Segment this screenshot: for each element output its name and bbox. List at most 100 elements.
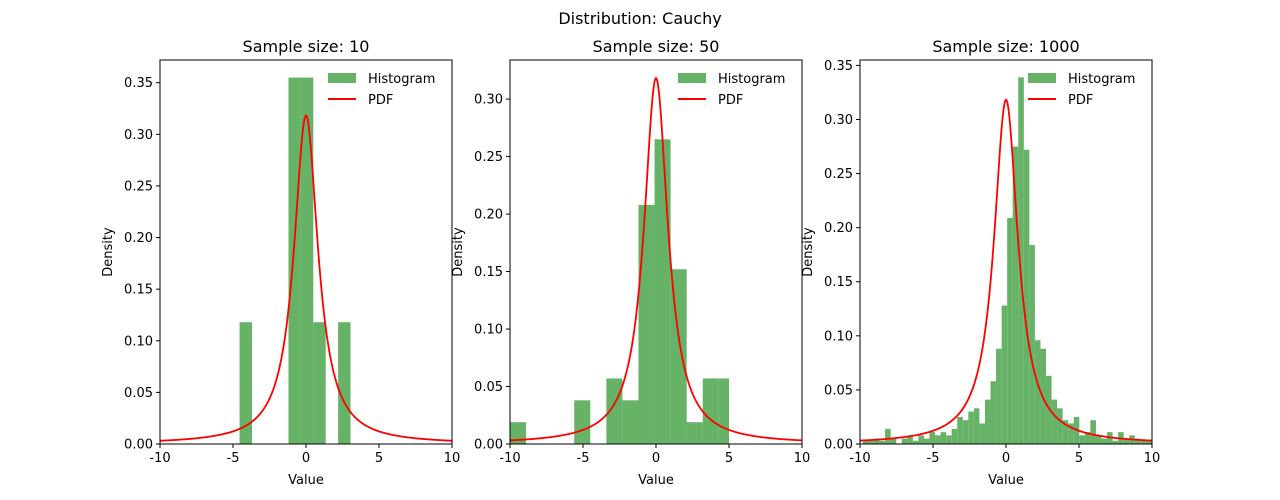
legend: Histogram PDF (1028, 72, 1135, 108)
y-axis-label: Density (101, 227, 116, 277)
legend: Histogram PDF (328, 72, 435, 108)
histogram-bar (510, 422, 527, 444)
histogram-bar (1134, 438, 1141, 444)
histogram-bar (973, 408, 980, 444)
histogram-bar (918, 435, 924, 444)
figure-title: Distribution: Cauchy (558, 9, 721, 28)
y-tick-label: 0.10 (474, 323, 503, 338)
histogram-bar (968, 411, 974, 444)
subplot-1: -10 -5 0 5 10 0.00 0.05 0.10 0.15 0.20 0.25 0.30 0.3… (101, 37, 460, 488)
histogram-bar (1046, 375, 1052, 444)
histogram-bar (1007, 217, 1013, 444)
histogram-bar (929, 432, 936, 444)
histogram-bar (946, 435, 952, 444)
histogram-bar (670, 269, 687, 444)
y-tick-label: 0.00 (124, 438, 153, 453)
y-tick-label: 0.00 (824, 438, 853, 453)
histogram-bars (862, 77, 1163, 444)
histogram-bar (638, 204, 655, 444)
histogram-bar (984, 399, 991, 444)
y-tick-label: 0.15 (474, 265, 503, 280)
histogram-bar (1112, 440, 1119, 444)
x-axis-label: Value (638, 473, 674, 488)
y-axis-ticks: 0.00 0.05 0.10 0.15 0.20 0.25 0.30 (474, 93, 510, 453)
histogram-bar (1090, 420, 1096, 444)
subplot-3: -10 -5 0 5 10 0.00 0.05 0.10 0.15 0.20 0.25 0.30 0.3… (801, 37, 1163, 488)
y-tick-label: 0.15 (824, 275, 853, 290)
histogram-bar (1029, 244, 1035, 444)
x-tick-label: 5 (725, 451, 733, 466)
y-tick-label: 0.20 (824, 221, 853, 236)
legend-pdf-label: PDF (718, 93, 743, 108)
histogram-bar (654, 139, 671, 444)
y-tick-label: 0.25 (474, 150, 503, 165)
histogram-bar (890, 438, 897, 444)
histogram-bar (1140, 440, 1146, 444)
legend-histogram-swatch (328, 73, 356, 83)
x-tick-label: -5 (227, 451, 240, 466)
histogram-bar (996, 348, 1002, 444)
y-axis-ticks: 0.00 0.05 0.10 0.15 0.20 0.25 0.30 0.35 (824, 59, 860, 453)
histogram-bar (1062, 420, 1069, 444)
x-axis-ticks: -10 -5 0 5 10 (849, 444, 1160, 466)
histogram-bar (1123, 438, 1130, 444)
histogram-bar (923, 438, 930, 444)
y-tick-label: 0.10 (824, 329, 853, 344)
legend-pdf-label: PDF (368, 93, 393, 108)
y-tick-label: 0.30 (124, 128, 153, 143)
x-tick-label: -5 (927, 451, 940, 466)
y-tick-label: 0.20 (474, 208, 503, 223)
y-axis-label: Density (801, 227, 816, 277)
histogram-bar (1095, 435, 1102, 444)
histogram-bar (862, 440, 869, 444)
histogram-bar (574, 400, 591, 444)
histogram-bars (239, 77, 351, 444)
x-axis-ticks: -10 -5 0 5 10 (499, 444, 810, 466)
histogram-bar (622, 400, 639, 444)
legend-histogram-swatch (678, 73, 706, 83)
legend-histogram-swatch (1028, 73, 1056, 83)
histogram-bar (940, 432, 947, 444)
x-tick-label: -5 (577, 451, 590, 466)
x-tick-label: 0 (652, 451, 660, 466)
x-tick-label: 5 (375, 451, 383, 466)
histogram-bar (879, 440, 886, 444)
pdf-line (160, 114, 452, 442)
histogram-bar (979, 423, 985, 444)
histogram-bar (718, 378, 729, 444)
histogram-bar (1057, 408, 1063, 444)
y-tick-label: 0.05 (124, 386, 153, 401)
y-tick-label: 0.35 (124, 76, 153, 91)
histogram-bars (510, 139, 729, 444)
histogram-bar (874, 438, 880, 444)
histogram-bar (912, 440, 919, 444)
subplot-2: -10 -5 0 5 10 0.00 0.05 0.10 0.15 0.20 0.25 0.30 Sam… (451, 37, 810, 488)
histogram-bar (1051, 399, 1058, 444)
histogram-bar (935, 435, 941, 444)
histogram-bar (1157, 441, 1163, 444)
x-tick-label: 10 (1144, 451, 1161, 466)
histogram-bar (1068, 423, 1074, 444)
subplot-title: Sample size: 1000 (932, 37, 1079, 56)
histogram-bar (338, 322, 351, 444)
histogram-bar (990, 381, 997, 444)
histogram-bar (1012, 146, 1019, 444)
legend-histogram-label: Histogram (718, 72, 785, 87)
subplot-title: Sample size: 10 (243, 37, 370, 56)
pdf-line (510, 76, 802, 442)
y-axis-ticks: 0.00 0.05 0.10 0.15 0.20 0.25 0.30 0.35 (124, 76, 160, 453)
y-tick-label: 0.05 (824, 383, 853, 398)
y-tick-label: 0.20 (124, 231, 153, 246)
x-tick-label: 0 (1002, 451, 1010, 466)
histogram-bar (300, 77, 314, 444)
x-axis-ticks: -10 -5 0 5 10 (149, 444, 460, 466)
x-tick-label: -10 (499, 451, 520, 466)
subplot-title: Sample size: 50 (593, 37, 720, 56)
y-tick-label: 0.25 (124, 179, 153, 194)
histogram-bar (885, 428, 891, 444)
histogram-bar (907, 435, 913, 444)
histogram-bar (288, 77, 301, 444)
y-tick-label: 0.05 (474, 380, 503, 395)
subplots: -10 -5 0 5 10 0.00 0.05 0.10 0.15 0.20 0.25 0.30 0.3… (101, 37, 1163, 488)
